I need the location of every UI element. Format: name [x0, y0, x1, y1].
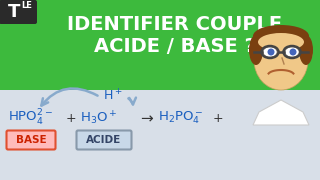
Circle shape	[290, 48, 297, 55]
Ellipse shape	[250, 50, 258, 60]
Text: T: T	[8, 3, 20, 21]
Text: $\mathsf{HPO_4^{2-}}$: $\mathsf{HPO_4^{2-}}$	[8, 108, 53, 128]
FancyBboxPatch shape	[0, 0, 37, 24]
Text: $\mathsf{+}$: $\mathsf{+}$	[212, 111, 224, 125]
Ellipse shape	[304, 50, 312, 60]
Text: $\rightarrow$: $\rightarrow$	[139, 111, 156, 125]
Ellipse shape	[285, 47, 299, 57]
Text: LE: LE	[21, 1, 32, 10]
Polygon shape	[253, 100, 309, 125]
Text: BASE: BASE	[16, 135, 46, 145]
Ellipse shape	[249, 35, 263, 65]
Text: $\mathsf{H_3O^+}$: $\mathsf{H_3O^+}$	[80, 109, 117, 127]
Text: $\mathsf{H^+}$: $\mathsf{H^+}$	[103, 88, 123, 104]
Text: ACIDE / BASE ?: ACIDE / BASE ?	[94, 37, 256, 57]
Text: $\mathsf{H_2PO_4^-}$: $\mathsf{H_2PO_4^-}$	[158, 110, 204, 126]
FancyBboxPatch shape	[6, 130, 55, 150]
Ellipse shape	[253, 25, 309, 47]
Ellipse shape	[299, 35, 313, 65]
Bar	[0, 90, 320, 180]
Text: IDENTIFIER COUPLE: IDENTIFIER COUPLE	[68, 15, 283, 35]
Circle shape	[268, 48, 275, 55]
FancyBboxPatch shape	[76, 130, 132, 150]
Ellipse shape	[258, 33, 304, 51]
Text: $\mathsf{+}$: $\mathsf{+}$	[65, 111, 76, 125]
Text: ACIDE: ACIDE	[86, 135, 122, 145]
Bar	[0, 0, 320, 90]
Ellipse shape	[254, 30, 308, 90]
Ellipse shape	[263, 47, 277, 57]
